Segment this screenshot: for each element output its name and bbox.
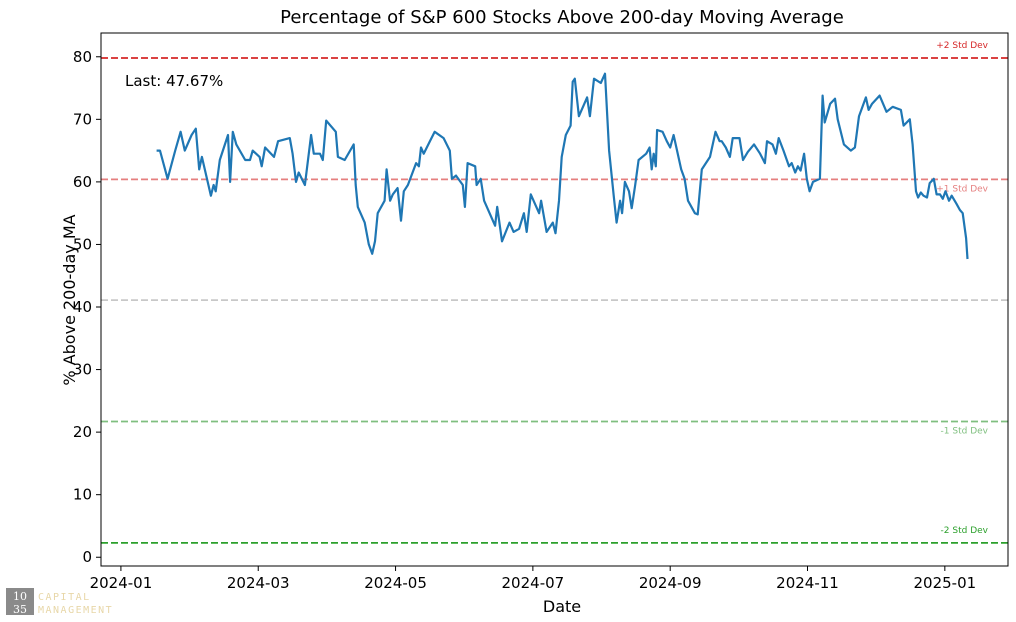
data-line	[156, 72, 969, 260]
logo-text: CAPITAL	[38, 592, 91, 603]
reference-label: +2 Std Dev	[936, 41, 988, 51]
x-tick-label: 2024-03	[227, 574, 290, 592]
x-tick-label: 2024-09	[639, 574, 702, 592]
reference-label: -2 Std Dev	[941, 526, 989, 536]
logo-number: 10	[13, 590, 27, 603]
y-tick-label: 20	[73, 423, 92, 441]
x-tick-label: 2025-01	[913, 574, 976, 592]
y-tick-label: 40	[73, 298, 92, 316]
y-tick-label: 70	[73, 110, 92, 128]
reference-label: +1 Std Dev	[936, 184, 988, 194]
y-axis-label: % Above 200-day MA	[60, 214, 79, 385]
x-axis-label: Date	[543, 597, 581, 616]
y-tick-label: 50	[73, 235, 92, 253]
x-tick-label: 2024-07	[502, 574, 565, 592]
x-tick-label: 2024-05	[364, 574, 427, 592]
x-tick-label: 2024-11	[776, 574, 839, 592]
y-tick-label: 80	[73, 48, 92, 66]
logo-text: MANAGEMENT	[38, 605, 113, 616]
logo-number: 35	[13, 603, 27, 616]
y-tick-label: 30	[73, 361, 92, 379]
plot-frame	[100, 32, 1009, 567]
y-tick-label: 60	[73, 173, 92, 191]
y-tick-label: 0	[82, 548, 92, 566]
y-tick-label: 10	[73, 486, 92, 504]
annotation: Last: 47.67%	[125, 72, 223, 90]
chart-title: Percentage of S&P 600 Stocks Above 200-d…	[280, 7, 844, 28]
x-tick-label: 2024-01	[90, 574, 153, 592]
reference-label: -1 Std Dev	[941, 426, 989, 436]
logo-box	[6, 588, 34, 615]
